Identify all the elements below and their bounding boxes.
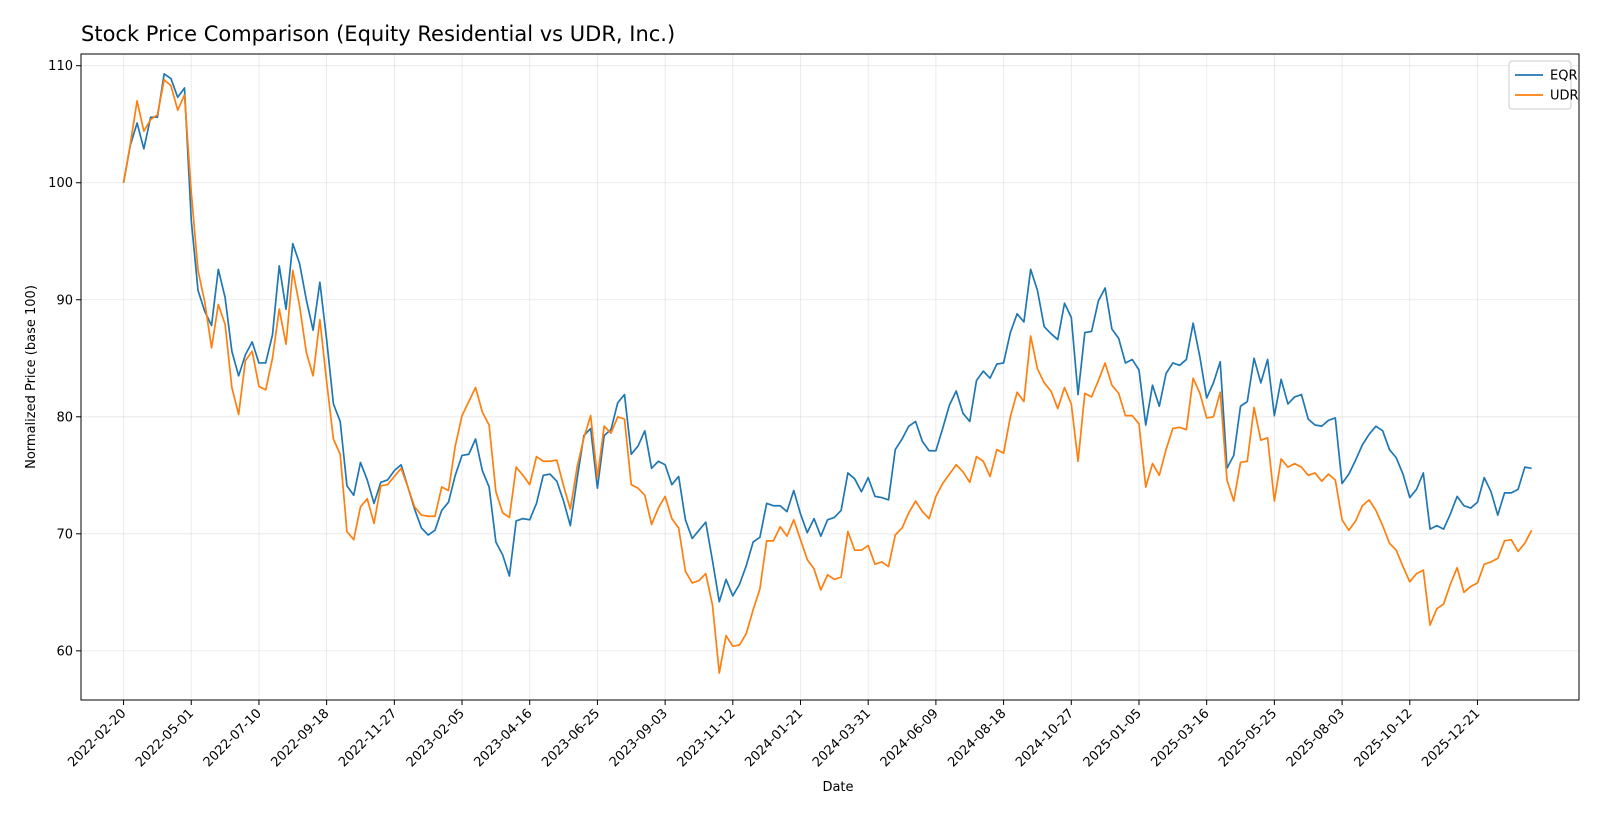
- legend-label-eqr: EQR: [1550, 69, 1577, 84]
- y-tick-label: 60: [56, 644, 73, 659]
- y-axis-label: Normalized Price (base 100): [24, 285, 39, 469]
- y-tick-label: 100: [48, 176, 73, 191]
- series-lines: [122, 73, 1533, 674]
- y-tick-label: 80: [56, 410, 73, 425]
- series-line-udr: [122, 78, 1533, 674]
- x-axis-label: Date: [822, 780, 853, 795]
- chart-title: Stock Price Comparison (Equity Residenti…: [81, 22, 675, 46]
- series-line-eqr: [122, 73, 1532, 603]
- legend-box: [1508, 60, 1572, 110]
- y-tick-label: 110: [48, 59, 73, 74]
- y-tick-label: 90: [56, 293, 73, 308]
- grid: [81, 54, 1579, 700]
- legend-label-udr: UDR: [1550, 89, 1579, 104]
- y-tick-label: 70: [56, 527, 73, 542]
- y-axis-ticks: 60 70 80 90 100 110: [48, 59, 81, 659]
- plot-frame: [80, 53, 1580, 701]
- legend: EQR UDR: [1508, 60, 1579, 110]
